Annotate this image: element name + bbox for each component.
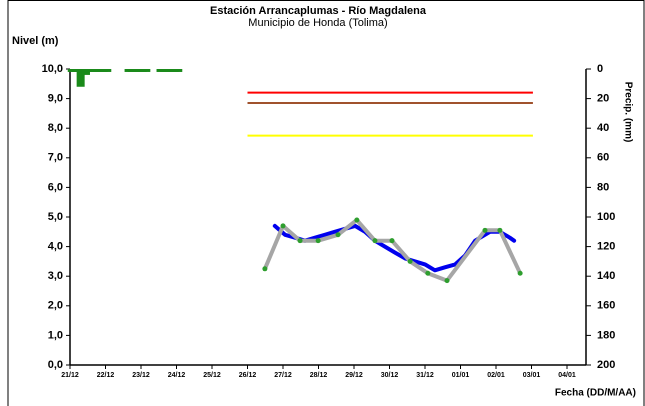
x-tick-label: 02/01 xyxy=(487,372,505,379)
precip-bar xyxy=(103,69,112,72)
x-tick-label: 21/12 xyxy=(61,372,79,379)
y2-tick-label: 180 xyxy=(597,329,615,341)
level-line xyxy=(262,218,523,283)
y-tick-label: 10,0 xyxy=(42,63,63,75)
y-tick-label: 3,0 xyxy=(48,270,63,282)
precip-bar xyxy=(76,69,85,87)
y2-axis-label: Precip. (mm) xyxy=(622,82,633,143)
x-tick-label: 03/01 xyxy=(523,372,541,379)
x-tick-label: 26/12 xyxy=(239,372,257,379)
x-tick-label: 28/12 xyxy=(310,372,328,379)
level-point xyxy=(354,217,360,223)
y-axis-label: Nivel (m) xyxy=(12,35,59,47)
level-point xyxy=(389,238,395,244)
y2-tick-label: 160 xyxy=(597,300,615,312)
level-point xyxy=(297,238,303,244)
y2-tick-label: 120 xyxy=(597,241,615,253)
y-tick-label: 6,0 xyxy=(48,181,63,193)
x-tick-label: 27/12 xyxy=(274,372,292,379)
level-point xyxy=(335,232,341,238)
y2-tick-label: 80 xyxy=(597,181,609,193)
x-tick-label: 23/12 xyxy=(132,372,150,379)
level-point xyxy=(425,270,431,276)
y2-tick-label: 60 xyxy=(597,152,609,164)
level-point xyxy=(280,223,286,229)
y2-tick-label: 20 xyxy=(597,93,609,105)
y2-tick-label: 100 xyxy=(597,211,615,223)
frame xyxy=(7,0,645,406)
x-tick-label: 25/12 xyxy=(203,372,221,379)
y-tick-label: 2,0 xyxy=(48,300,63,312)
y-tick-label: 4,0 xyxy=(48,241,63,253)
y-tick-label: 5,0 xyxy=(48,211,63,223)
level-point xyxy=(372,238,378,244)
precip-bar xyxy=(174,69,183,72)
y-tick-label: 9,0 xyxy=(48,93,63,105)
level-point xyxy=(444,278,450,284)
x-tick-label: 24/12 xyxy=(168,372,186,379)
y-tick-label: 1,0 xyxy=(48,329,63,341)
y-tick-label: 7,0 xyxy=(48,152,63,164)
y2-tick-label: 0 xyxy=(597,63,603,75)
level-point xyxy=(407,258,413,264)
y-tick-label: 0,0 xyxy=(48,359,63,371)
y2-tick-label: 200 xyxy=(597,359,615,371)
x-tick-label: 22/12 xyxy=(97,372,115,379)
y2-tick-label: 140 xyxy=(597,270,615,282)
precip-bar xyxy=(142,69,151,72)
x-tick-label: 29/12 xyxy=(345,372,363,379)
chart-subtitle: Municipio de Honda (Tolima) xyxy=(248,17,387,29)
chart-title: Estación Arrancaplumas - Río Magdalena xyxy=(210,5,427,17)
level-point xyxy=(262,266,268,272)
level-line xyxy=(272,223,517,273)
level-point xyxy=(517,270,523,276)
level-point xyxy=(497,227,503,233)
y2-tick-label: 40 xyxy=(597,122,609,134)
y-tick-label: 8,0 xyxy=(48,122,63,134)
x-tick-label: 04/01 xyxy=(558,372,576,379)
level-point xyxy=(482,227,488,233)
x-tick-label: 01/01 xyxy=(452,372,470,379)
level-point xyxy=(315,238,321,244)
x-tick-label: 30/12 xyxy=(381,372,399,379)
x-axis-label: Fecha (DD/M/AA) xyxy=(555,388,636,399)
x-tick-label: 31/12 xyxy=(416,372,434,379)
